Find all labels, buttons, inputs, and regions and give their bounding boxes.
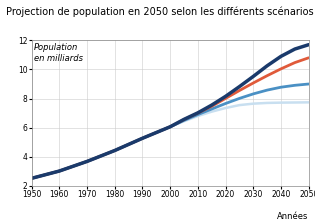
Text: Population
en milliards: Population en milliards [34,43,83,63]
Text: Années: Années [277,212,309,221]
Text: Projection de population en 2050 selon les différents scénarios: Projection de population en 2050 selon l… [6,7,314,17]
